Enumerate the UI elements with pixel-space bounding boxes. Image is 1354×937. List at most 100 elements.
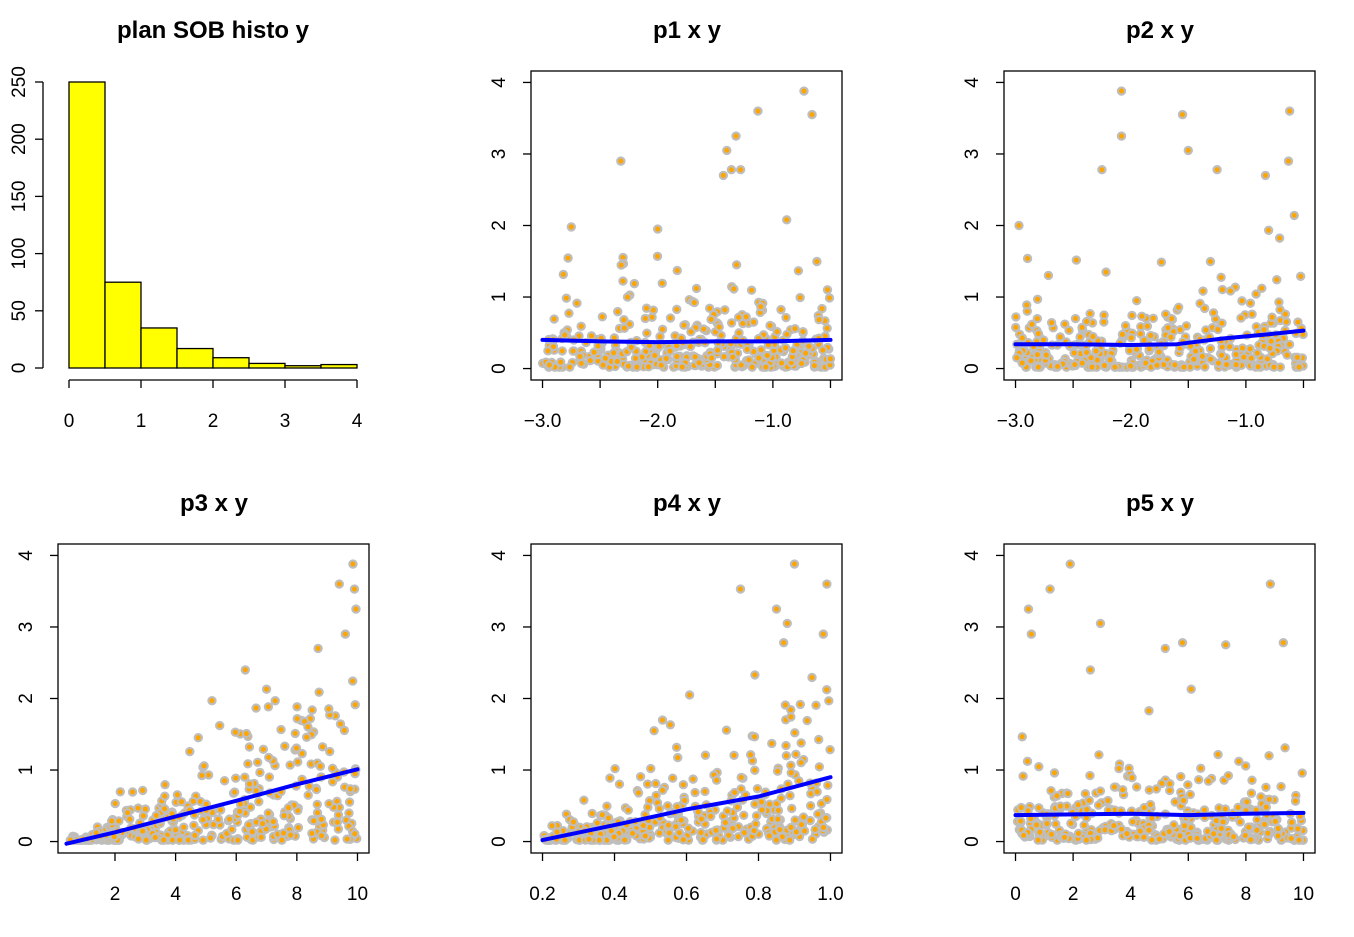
y-tick-label: 0 xyxy=(16,836,37,847)
data-point xyxy=(1105,355,1115,365)
data-point xyxy=(293,822,304,833)
data-point xyxy=(1109,820,1119,831)
data-point xyxy=(1055,332,1065,342)
data-point xyxy=(662,801,673,811)
data-point xyxy=(1087,362,1097,372)
data-point xyxy=(706,811,716,822)
data-point xyxy=(251,703,261,713)
data-point xyxy=(1223,770,1234,781)
data-point xyxy=(734,328,744,338)
data-point xyxy=(247,827,257,837)
data-point xyxy=(764,831,774,841)
y-tick-label: 4 xyxy=(962,550,983,561)
data-point xyxy=(782,618,792,629)
data-point xyxy=(572,298,582,308)
data-point xyxy=(560,330,570,340)
data-point xyxy=(1293,824,1303,834)
data-point xyxy=(750,799,760,809)
data-point xyxy=(303,722,313,732)
data-point xyxy=(1027,319,1037,330)
data-point xyxy=(728,352,738,362)
data-point xyxy=(1167,313,1177,324)
smooth-line xyxy=(1013,810,1306,818)
data-point xyxy=(1198,286,1208,296)
data-point xyxy=(324,704,334,714)
data-point xyxy=(564,308,574,318)
data-point xyxy=(1128,817,1138,827)
data-point xyxy=(1186,684,1196,694)
data-point xyxy=(726,165,737,175)
data-point xyxy=(700,750,711,760)
data-point xyxy=(1046,785,1056,796)
y-tick-label: 0 xyxy=(962,363,983,374)
data-point xyxy=(1147,835,1157,845)
data-point xyxy=(313,643,323,654)
data-point xyxy=(547,821,557,831)
data-point xyxy=(1084,795,1094,806)
data-point xyxy=(339,725,350,736)
data-point xyxy=(602,801,612,811)
data-point xyxy=(1237,343,1248,353)
data-point xyxy=(138,826,148,836)
data-point xyxy=(190,830,200,841)
data-point xyxy=(1148,313,1158,324)
data-point xyxy=(215,720,225,731)
data-point xyxy=(1099,310,1109,320)
data-point xyxy=(327,763,338,774)
data-point xyxy=(773,814,783,824)
data-point xyxy=(151,810,161,821)
data-point xyxy=(160,791,170,801)
data-point xyxy=(1236,313,1246,323)
data-point xyxy=(1095,786,1106,796)
data-point xyxy=(1235,817,1245,827)
data-point xyxy=(1041,350,1052,360)
data-point xyxy=(616,156,626,166)
data-point xyxy=(279,810,289,821)
y-tick-label: 250 xyxy=(9,66,30,98)
data-point xyxy=(678,779,689,790)
data-point xyxy=(205,833,216,843)
x-tick-label: 8 xyxy=(292,884,303,905)
data-point xyxy=(1242,797,1252,807)
data-point xyxy=(1117,329,1128,340)
data-point xyxy=(285,760,295,770)
data-point xyxy=(627,828,638,839)
data-point xyxy=(1259,325,1269,335)
data-point xyxy=(1046,317,1057,328)
data-point xyxy=(735,165,746,175)
data-point xyxy=(630,353,641,364)
data-point xyxy=(785,790,795,801)
data-point xyxy=(1175,831,1185,841)
data-point xyxy=(1217,284,1228,295)
data-point xyxy=(623,805,633,815)
data-point xyxy=(814,762,825,772)
data-point xyxy=(1253,362,1263,372)
data-point xyxy=(1274,297,1284,307)
data-point xyxy=(684,690,695,700)
data-point xyxy=(1252,825,1262,835)
data-point xyxy=(1014,220,1024,231)
chart-title: p1 x y xyxy=(653,17,722,44)
data-point xyxy=(706,353,717,363)
x-tick-label: 0.8 xyxy=(745,884,771,905)
data-point xyxy=(800,348,811,358)
data-point xyxy=(207,695,217,706)
data-point xyxy=(1010,322,1021,333)
x-tick-label: 6 xyxy=(231,884,242,905)
data-point xyxy=(638,820,649,831)
data-point xyxy=(1160,309,1171,319)
data-point xyxy=(150,832,160,843)
data-point xyxy=(642,328,652,338)
data-point xyxy=(1263,225,1274,236)
data-point xyxy=(788,346,798,356)
data-point xyxy=(1031,820,1042,830)
data-point xyxy=(1294,835,1304,845)
x-tick-label: −2.0 xyxy=(1112,411,1150,432)
data-point xyxy=(1132,295,1142,306)
y-tick-label: 1 xyxy=(962,292,983,303)
smooth-line xyxy=(64,767,360,846)
data-point xyxy=(1264,794,1274,805)
x-tick-label: 1.0 xyxy=(817,884,843,905)
data-point xyxy=(224,814,235,824)
data-point xyxy=(330,835,340,845)
